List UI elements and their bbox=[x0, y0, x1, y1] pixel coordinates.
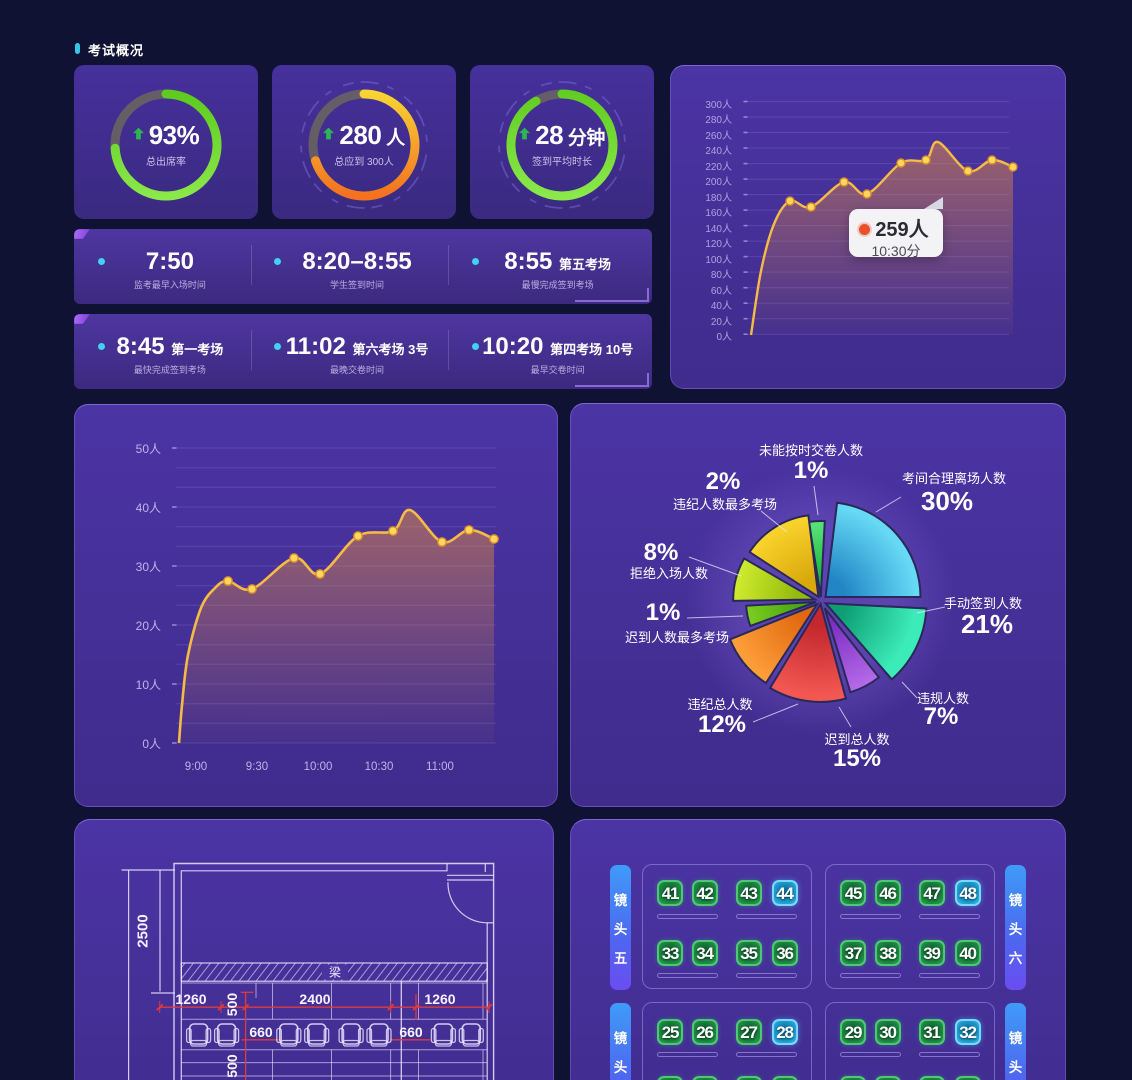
svg-text:500: 500 bbox=[224, 993, 240, 1017]
svg-text:1260: 1260 bbox=[175, 991, 206, 1007]
svg-text:2500: 2500 bbox=[135, 914, 152, 947]
svg-text:500: 500 bbox=[224, 1054, 240, 1078]
svg-text:梁: 梁 bbox=[329, 965, 341, 980]
svg-text:2400: 2400 bbox=[299, 991, 330, 1007]
svg-text:660: 660 bbox=[249, 1024, 273, 1040]
svg-text:660: 660 bbox=[399, 1024, 423, 1040]
svg-text:1260: 1260 bbox=[424, 991, 455, 1007]
